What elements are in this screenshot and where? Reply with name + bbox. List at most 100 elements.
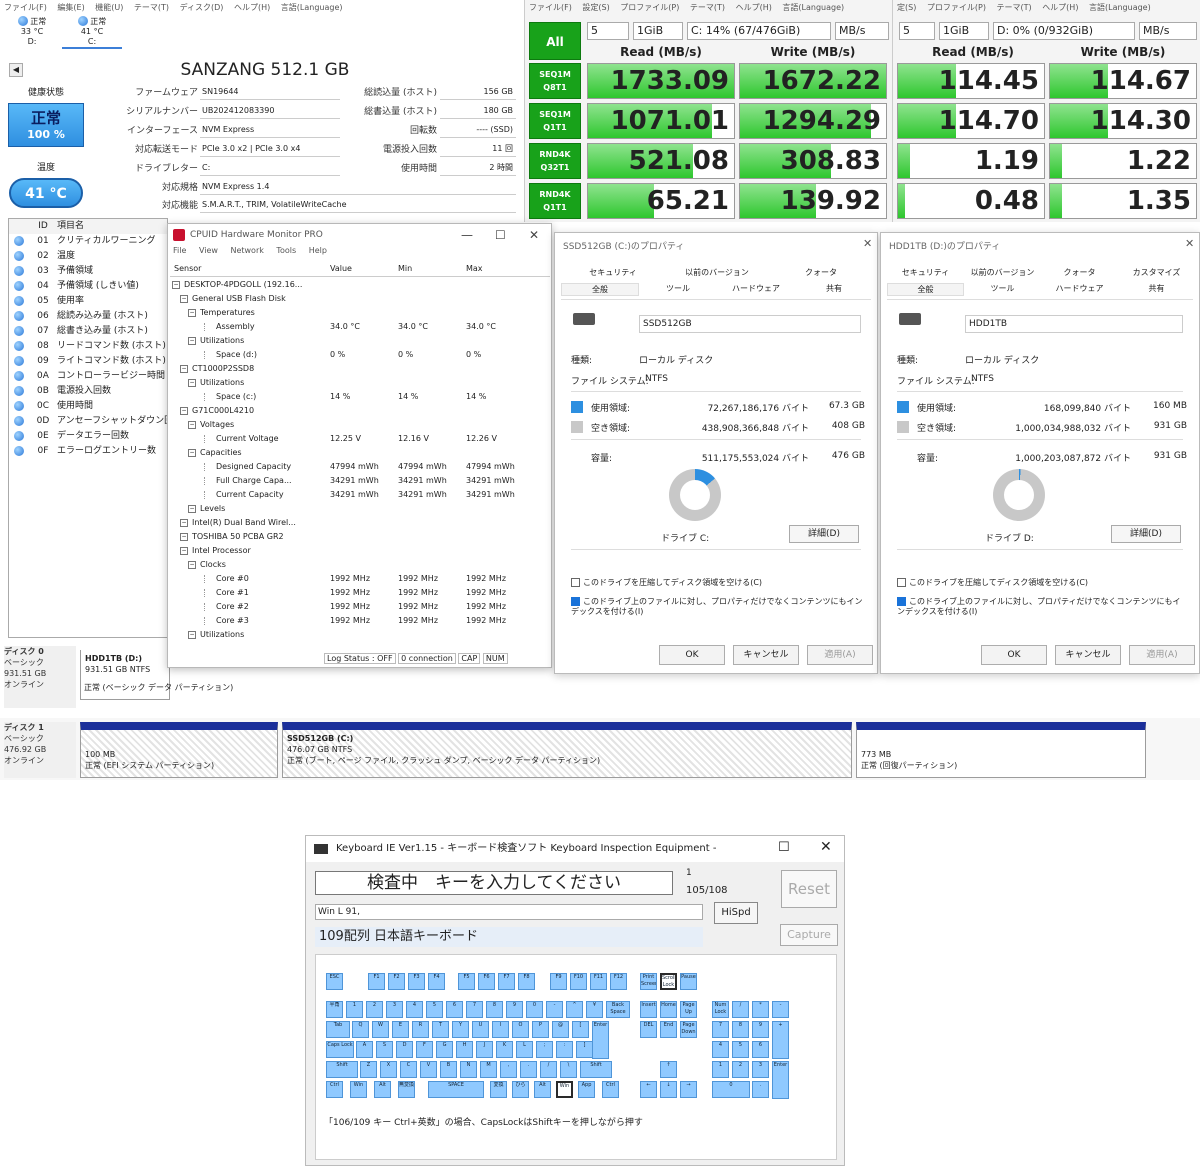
tab-ツール[interactable]: ツール (990, 284, 1015, 293)
tab-0[interactable]: セキュリティ (589, 268, 637, 277)
compress-checkbox[interactable] (897, 578, 906, 587)
menu-help[interactable]: ヘルプ(H) (233, 3, 271, 12)
smart-row[interactable]: 0C 使用時間 (9, 399, 167, 414)
apply-button[interactable]: 適用(A) (807, 645, 873, 665)
expand-icon[interactable]: − (188, 337, 196, 345)
menu-view[interactable]: View (198, 246, 218, 255)
close-icon[interactable]: ✕ (863, 237, 873, 250)
tab-共有[interactable]: 共有 (1148, 284, 1165, 293)
reset-button[interactable]: Reset (781, 870, 837, 908)
volume-name-input[interactable]: HDD1TB (965, 315, 1183, 333)
tab-ツール[interactable]: ツール (666, 284, 690, 293)
partition-d[interactable]: HDD1TB (D:) 931.51 GB NTFS (80, 650, 170, 700)
close-icon[interactable]: ✕ (820, 839, 832, 855)
maximize-icon[interactable]: ☐ (778, 840, 790, 855)
smart-row[interactable]: 03 予備領域 (9, 264, 167, 279)
expand-icon[interactable]: − (172, 281, 180, 289)
sensor-row[interactable]: Assembly 34.0 °C 34.0 °C 34.0 °C (170, 320, 550, 334)
tab-ハードウェア[interactable]: ハードウェア (732, 284, 780, 293)
partition-efi[interactable]: 100 MB 正常 (EFI システム パーティション) (80, 722, 278, 778)
partition-recovery[interactable]: 773 MB 正常 (回復パーティション) (856, 722, 1146, 778)
tab-2[interactable]: クォータ (1063, 268, 1096, 277)
close-icon[interactable]: ✕ (1185, 237, 1195, 250)
col-sensor[interactable]: Sensor (174, 264, 202, 273)
apply-button[interactable]: 適用(A) (1129, 645, 1195, 665)
menu-help[interactable]: Help (308, 246, 327, 255)
menu-settings[interactable]: 設定(S) (582, 3, 610, 12)
sensor-row[interactable]: − General USB Flash Disk (170, 292, 550, 306)
expand-icon[interactable]: − (180, 533, 188, 541)
capture-button[interactable]: Capture (780, 924, 838, 946)
sensor-row[interactable]: Designed Capacity 47994 mWh 47994 mWh 47994… (170, 460, 550, 474)
sensor-row[interactable]: − Utilizations (170, 334, 550, 348)
expand-icon[interactable]: − (180, 519, 188, 527)
tab-3[interactable]: カスタマイズ (1132, 268, 1181, 277)
details-button[interactable]: 詳細(D) (789, 525, 859, 543)
sensor-row[interactable]: Space (d:) 0 % 0 % 0 % (170, 348, 550, 362)
menu-help[interactable]: ヘルプ(H) (735, 3, 772, 12)
menu-profile[interactable]: プロファイル(P) (926, 3, 986, 12)
smart-row[interactable]: 06 総読み込み量 (ホスト) (9, 309, 167, 324)
menu-function[interactable]: 機能(U) (95, 3, 124, 12)
index-checkbox[interactable] (571, 597, 580, 606)
tab-共有[interactable]: 共有 (826, 284, 842, 293)
col-max[interactable]: Max (466, 264, 483, 273)
expand-icon[interactable]: − (188, 561, 196, 569)
hispd-button[interactable]: HiSpd (714, 902, 758, 924)
expand-icon[interactable]: − (188, 505, 196, 513)
unit-select[interactable]: MB/s (835, 22, 889, 40)
sensor-row[interactable]: Space (c:) 14 % 14 % 14 % (170, 390, 550, 404)
drive-chip-d[interactable]: 正常 33 °C D: (2, 16, 62, 47)
sensor-row[interactable]: − Levels (170, 502, 550, 516)
partition-c[interactable]: SSD512GB (C:) 476.07 GB NTFS 正常 (ブート, ペー… (282, 722, 852, 778)
menu-edit[interactable]: 編集(E) (57, 3, 85, 12)
expand-icon[interactable]: − (180, 407, 188, 415)
sensor-row[interactable]: Full Charge Capa... 34291 mWh 34291 mWh 342… (170, 474, 550, 488)
tab-0[interactable]: セキュリティ (901, 268, 950, 277)
disk-1-label[interactable]: ディスク 1 ベーシック 476.92 GB オンライン (4, 722, 76, 778)
index-checkbox-row[interactable]: このドライブ上のファイルに対し、プロパティだけでなくコンテンツにもインデックスを… (571, 597, 865, 617)
sensor-tree[interactable]: − DESKTOP-4PDGOLL (192.16... − General USB … (170, 278, 550, 650)
close-icon[interactable]: ✕ (529, 228, 540, 242)
smart-row[interactable]: 0B 電源投入回数 (9, 384, 167, 399)
expand-icon[interactable]: − (188, 309, 196, 317)
tab-全般[interactable]: 全般 (561, 283, 639, 296)
sensor-row[interactable]: Core #1 1992 MHz 1992 MHz 1992 MHz (170, 586, 550, 600)
index-checkbox-row[interactable]: このドライブ上のファイルに対し、プロパティだけでなくコンテンツにもインデックスを… (897, 597, 1187, 617)
smart-row[interactable]: 07 総書き込み量 (ホスト) (9, 324, 167, 339)
smart-row[interactable]: 0E データエラー回数 (9, 429, 167, 444)
index-checkbox[interactable] (897, 597, 906, 606)
sensor-row[interactable]: − Clocks (170, 558, 550, 572)
smart-row[interactable]: 08 リードコマンド数 (ホスト) (9, 339, 167, 354)
cancel-button[interactable]: キャンセル (1055, 645, 1121, 665)
menu-tools[interactable]: Tools (276, 246, 297, 255)
sensor-row[interactable]: Current Capacity 34291 mWh 34291 mWh 34291 … (170, 488, 550, 502)
menu-file[interactable]: ファイル(F) (4, 3, 47, 12)
expand-icon[interactable]: − (188, 631, 196, 639)
maximize-icon[interactable]: ☐ (495, 228, 506, 242)
sensor-row[interactable]: Core #3 1992 MHz 1992 MHz 1992 MHz (170, 614, 550, 628)
sensor-row[interactable]: − Temperatures (170, 306, 550, 320)
smart-row[interactable]: 0D アンセーフシャットダウン回数 (9, 414, 167, 429)
smart-row[interactable]: 05 使用率 (9, 294, 167, 309)
ok-button[interactable]: OK (981, 645, 1047, 665)
smart-attribute-list[interactable]: ID 項目名 01 クリティカルワーニング 02 温度 03 予備領域 04 予備領域 (しきい… (8, 218, 168, 638)
tab-全般[interactable]: 全般 (887, 283, 964, 296)
prev-drive-button[interactable]: ◀ (9, 63, 23, 77)
expand-icon[interactable]: − (180, 547, 188, 555)
sensor-row[interactable]: − Utilizations (170, 376, 550, 390)
menu-help[interactable]: ヘルプ(H) (1042, 3, 1079, 12)
menu-theme[interactable]: テーマ(T) (689, 3, 726, 12)
menu-theme[interactable]: テーマ(T) (996, 3, 1032, 12)
key-log-field[interactable]: Win L 91, (315, 904, 703, 920)
smart-row[interactable]: 09 ライトコマンド数 (ホスト) (9, 354, 167, 369)
volume-name-input[interactable]: SSD512GB (639, 315, 861, 333)
compress-checkbox[interactable] (571, 578, 580, 587)
menu-file[interactable]: ファイル(F) (529, 3, 572, 12)
count-select[interactable]: 5 (899, 22, 935, 40)
sensor-row[interactable]: − DESKTOP-4PDGOLL (192.16... (170, 278, 550, 292)
col-value[interactable]: Value (330, 264, 352, 273)
smart-row[interactable]: 01 クリティカルワーニング (9, 234, 167, 249)
cancel-button[interactable]: キャンセル (733, 645, 799, 665)
col-min[interactable]: Min (398, 264, 413, 273)
